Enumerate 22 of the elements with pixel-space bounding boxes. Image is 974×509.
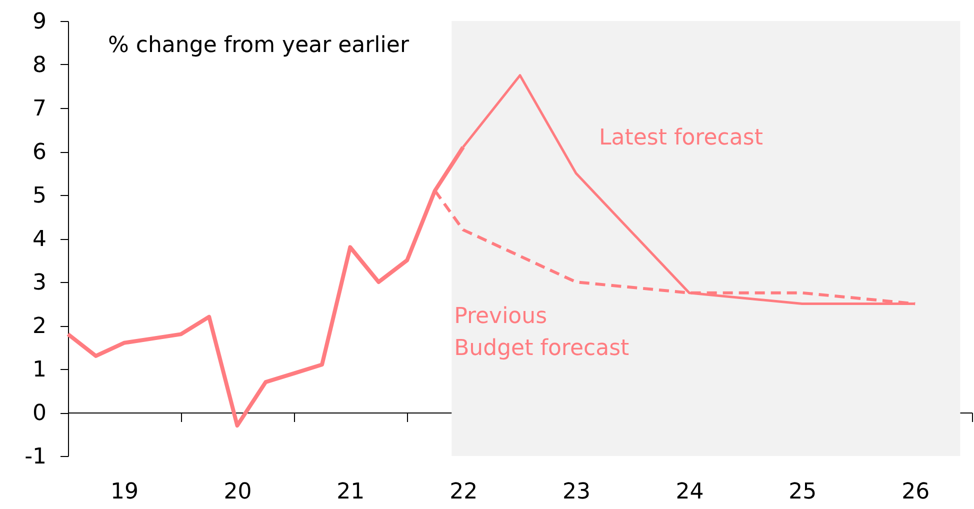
x-tick-label: 19 <box>110 480 138 504</box>
y-tick-label: 4 <box>32 227 46 252</box>
x-tick-label: 23 <box>562 480 590 504</box>
x-tick-label: 22 <box>450 480 478 504</box>
y-tick-label: 0 <box>32 401 46 426</box>
x-tick-label: 26 <box>902 480 930 504</box>
y-tick-label: 6 <box>32 140 46 165</box>
x-tick-label: 21 <box>336 480 365 504</box>
y-tick-label: 2 <box>32 314 46 339</box>
y-tick-label: -1 <box>24 444 46 470</box>
series-label: Previous Budget forecast <box>454 304 630 361</box>
series-label: Latest forecast <box>598 125 764 150</box>
y-tick-label: 7 <box>32 96 46 122</box>
y-tick-label: 3 <box>32 270 46 296</box>
x-tick-label: 25 <box>788 480 817 504</box>
y-tick-label: 1 <box>32 358 46 382</box>
y-tick-label: 5 <box>32 184 46 208</box>
x-tick-label: 20 <box>224 480 252 504</box>
annotation: % change from year earlier <box>108 33 410 58</box>
x-tick-label: 24 <box>676 480 704 504</box>
y-tick-label: 9 <box>32 10 46 34</box>
y-tick-label: 8 <box>32 53 46 78</box>
